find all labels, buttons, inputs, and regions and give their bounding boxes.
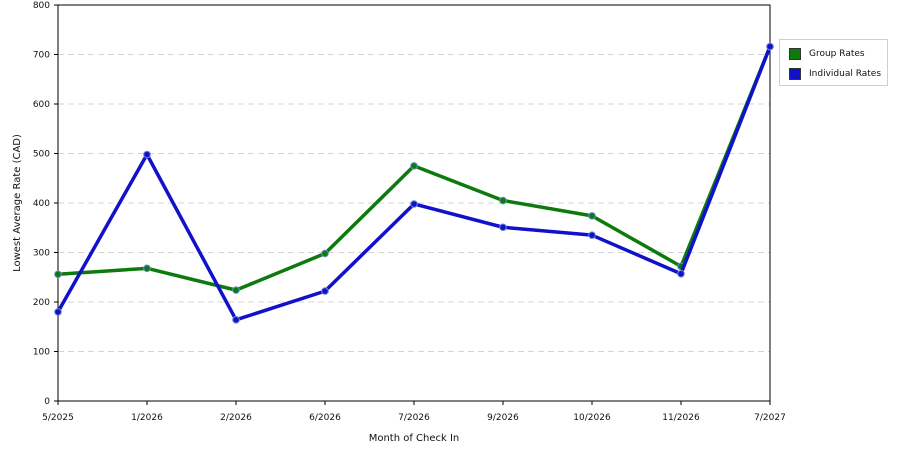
x-tick-label: 10/2026	[573, 413, 611, 423]
legend-swatch-individual-rates	[789, 68, 801, 80]
y-tick-label: 700	[33, 51, 50, 61]
data-point-individual-rates[interactable]	[410, 200, 418, 208]
legend-item-individual-rates: Individual Rates	[789, 67, 881, 81]
series-layer	[54, 42, 774, 324]
x-tick-label: 6/2026	[309, 413, 341, 423]
legend-label-group-rates: Group Rates	[809, 49, 865, 59]
y-tick-label: 600	[33, 100, 50, 110]
y-axis-ticks: 0 100 200 300 400 500 600 700 800	[33, 1, 58, 407]
x-tick-label: 1/2026	[131, 413, 163, 423]
data-point-individual-rates[interactable]	[321, 287, 329, 295]
x-tick-label: 7/2026	[398, 413, 430, 423]
series-individual-rates	[54, 42, 774, 324]
legend-label-individual-rates: Individual Rates	[809, 69, 882, 79]
y-tick-label: 100	[33, 348, 50, 358]
x-tick-label: 2/2026	[220, 413, 252, 423]
data-point-individual-rates[interactable]	[232, 316, 240, 324]
series-group-rates	[54, 42, 774, 294]
data-point-individual-rates[interactable]	[54, 308, 62, 316]
legend-item-group-rates: Group Rates	[789, 47, 865, 61]
data-point-individual-rates[interactable]	[677, 269, 685, 278]
x-tick-label: 5/2025	[42, 413, 74, 423]
data-point-group-rates[interactable]	[321, 249, 329, 258]
data-point-group-rates[interactable]	[54, 270, 62, 279]
data-point-group-rates[interactable]	[232, 286, 240, 294]
y-tick-label: 400	[33, 199, 50, 209]
data-point-individual-rates[interactable]	[499, 223, 507, 232]
x-tick-label: 7/2027	[754, 413, 786, 423]
data-point-individual-rates[interactable]	[766, 42, 774, 51]
data-point-group-rates[interactable]	[499, 196, 507, 205]
data-point-group-rates[interactable]	[143, 264, 151, 273]
legend-swatch-group-rates	[789, 48, 801, 60]
x-axis-title: Month of Check In	[369, 433, 460, 444]
y-axis-title: Lowest Average Rate (CAD)	[12, 134, 23, 272]
series-line-individual-rates	[56, 45, 772, 322]
data-point-individual-rates[interactable]	[588, 231, 596, 239]
data-point-group-rates[interactable]	[410, 162, 418, 170]
x-tick-label: 11/2026	[662, 413, 700, 423]
data-point-group-rates[interactable]	[588, 212, 596, 220]
data-point-individual-rates[interactable]	[143, 150, 151, 159]
legend: Group Rates Individual Rates	[779, 39, 888, 86]
x-axis-ticks: 5/2025 1/2026 2/2026 6/2026 7/2026 9/2026 10/2…	[42, 401, 786, 423]
y-tick-label: 500	[33, 150, 50, 160]
x-tick-label: 9/2026	[487, 413, 519, 423]
y-tick-label: 300	[33, 249, 50, 259]
y-tick-label: 200	[33, 298, 50, 308]
y-tick-label: 800	[33, 1, 50, 11]
y-tick-label: 0	[44, 397, 50, 407]
